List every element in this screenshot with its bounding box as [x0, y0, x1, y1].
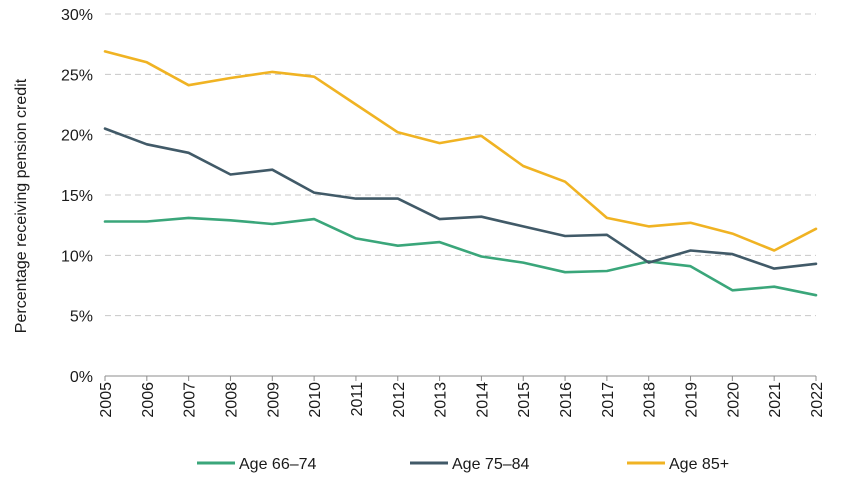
y-axis-ticks: 0% 5% 10% 15% 20% 25% 30% — [61, 7, 93, 386]
x-tick-label: 2020 — [725, 382, 742, 418]
legend: Age 66–74 Age 75–84 Age 85+ — [197, 456, 729, 473]
y-tick-label: 10% — [61, 248, 93, 265]
legend-label-2: Age 85+ — [669, 456, 729, 473]
x-tick-label: 2007 — [182, 382, 199, 418]
y-tick-label: 30% — [61, 7, 93, 24]
x-tick-label: 2022 — [809, 382, 826, 418]
legend-label-0: Age 66–74 — [239, 456, 317, 473]
y-tick-label: 20% — [61, 128, 93, 145]
y-tick-label: 0% — [70, 369, 93, 386]
x-axis: 2005 2006 2007 2008 2009 2010 2011 2012 2013 2014… — [98, 375, 826, 418]
x-tick-label: 2005 — [98, 382, 115, 418]
y-axis-title: Percentage receiving pension credit — [13, 78, 30, 333]
x-tick-label: 2009 — [265, 382, 282, 418]
x-tick-label: 2018 — [642, 382, 659, 418]
x-tick-label: 2011 — [349, 382, 366, 417]
series-line-1 — [103, 127, 818, 270]
y-tick-label: 15% — [61, 188, 93, 205]
series-line-0 — [103, 216, 818, 297]
x-tick-label: 2017 — [600, 382, 617, 418]
series-line-2 — [103, 50, 818, 252]
x-tick-label: 2010 — [307, 382, 324, 418]
y-tick-label: 25% — [61, 67, 93, 84]
x-tick-label: 2015 — [516, 382, 533, 418]
x-tick-label: 2021 — [767, 382, 784, 418]
x-tick-label: 2006 — [140, 382, 157, 418]
x-tick-label: 2012 — [391, 382, 408, 418]
y-tick-label: 5% — [70, 309, 93, 326]
legend-label-1: Age 75–84 — [452, 456, 530, 473]
series-lines — [103, 50, 818, 297]
x-tick-label: 2016 — [558, 382, 575, 418]
x-tick-label: 2008 — [223, 382, 240, 418]
gridlines — [105, 13, 816, 317]
x-tick-label: 2014 — [474, 382, 491, 418]
x-tick-label: 2019 — [684, 382, 701, 418]
x-tick-label: 2013 — [433, 382, 450, 418]
